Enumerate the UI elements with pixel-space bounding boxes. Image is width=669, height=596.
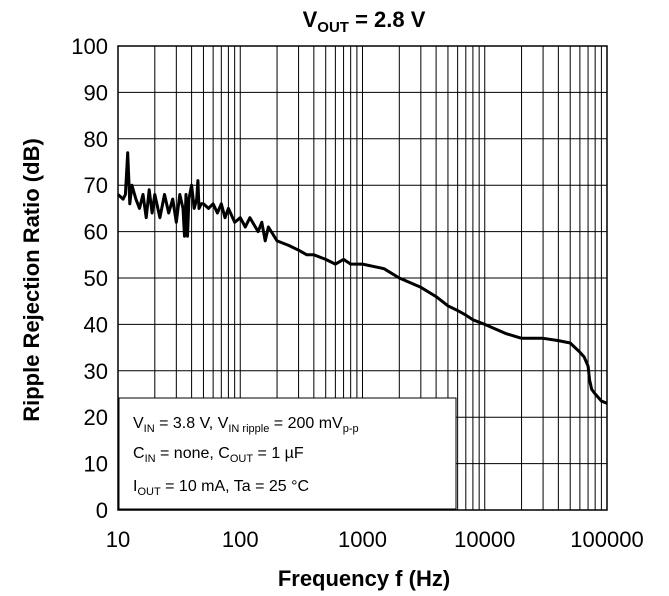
- title-main: V: [303, 7, 318, 32]
- x-tick-label: 100000: [570, 527, 643, 552]
- conditions-segment: IN: [144, 423, 155, 435]
- y-tick-label: 0: [96, 498, 108, 523]
- conditions-line: CIN = none, COUT = 1 µF: [133, 445, 304, 465]
- title-rest: = 2.8 V: [349, 7, 426, 32]
- conditions-line: VIN = 3.8 V, VIN ripple = 200 mVp-p: [133, 415, 359, 435]
- x-tick-label: 1000: [338, 527, 387, 552]
- conditions-segment: C: [133, 445, 145, 462]
- series-line: [116, 151, 608, 405]
- conditions-line: IOUT = 10 mA, Ta = 25 °C: [133, 478, 309, 498]
- conditions-segment: I: [133, 478, 137, 495]
- y-tick-label: 70: [84, 173, 108, 198]
- x-tick-label: 100: [222, 527, 259, 552]
- y-tick-label: 40: [84, 312, 108, 337]
- x-tick-label: 10: [106, 527, 130, 552]
- y-tick-label: 80: [84, 127, 108, 152]
- plot-frame: [117, 45, 608, 511]
- conditions-box-background: [118, 397, 457, 510]
- conditions-segment: = 10 mA, Ta = 25 °C: [161, 478, 309, 495]
- y-tick-label: 50: [84, 266, 108, 291]
- conditions-segment: = 1 µF: [253, 445, 304, 462]
- conditions-segment: IN ripple: [228, 423, 269, 435]
- y-tick-label: 30: [84, 359, 108, 384]
- conditions-segment: p-p: [343, 423, 359, 435]
- conditions-segment: = none, C: [156, 445, 230, 462]
- conditions-segment: IN: [145, 453, 156, 465]
- x-axis-title: Frequency f (Hz): [278, 566, 450, 591]
- y-tick-label: 20: [84, 405, 108, 430]
- chart-title: VOUT = 2.8 V: [303, 7, 426, 36]
- conditions-segment: OUT: [137, 486, 161, 498]
- series-layer: [116, 151, 608, 405]
- y-tick-label: 100: [71, 34, 108, 59]
- y-tick-labels: 0 10 20 30 40 50 60 70 80 90 100: [71, 34, 108, 523]
- conditions-segment: V: [133, 415, 144, 432]
- conditions-segment: OUT: [230, 453, 254, 465]
- y-axis-title: Ripple Rejection Ratio (dB): [19, 138, 44, 422]
- x-tick-label: 10000: [454, 527, 515, 552]
- conditions-segment: = 200 mV: [269, 415, 343, 432]
- title-sub: OUT: [317, 19, 349, 36]
- conditions-segment: = 3.8 V, V: [155, 415, 229, 432]
- y-tick-label: 90: [84, 80, 108, 105]
- y-tick-label: 10: [84, 452, 108, 477]
- x-tick-labels: 10 100 1000 10000 100000: [106, 527, 644, 552]
- y-tick-label: 60: [84, 220, 108, 245]
